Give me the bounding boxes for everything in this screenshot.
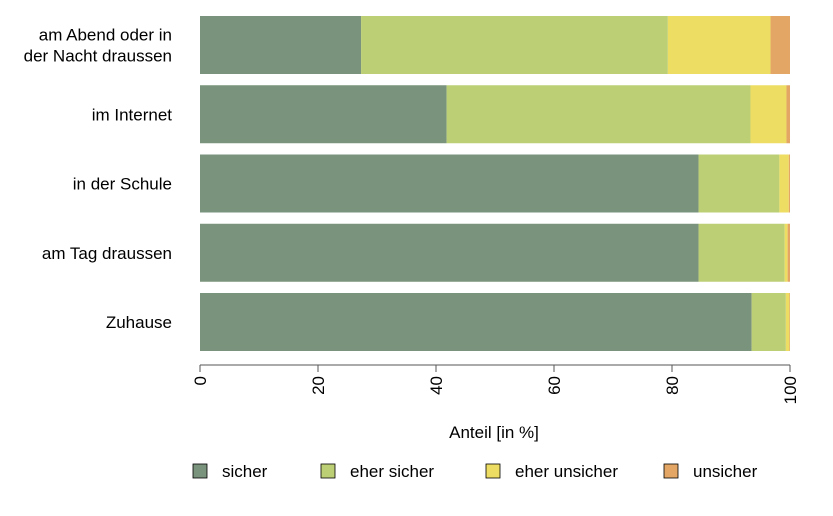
legend-label-eher-sicher: eher sicher — [350, 462, 434, 481]
category-label-3: am Tag draussen — [42, 244, 172, 263]
x-axis: 0 20 40 60 80 100 — [191, 364, 800, 404]
x-tick-label-40: 40 — [427, 376, 446, 395]
legend-label-unsicher: unsicher — [693, 462, 758, 481]
bar-segment-sicher-4 — [200, 293, 752, 351]
bar-segment-eher-unsicher-3 — [784, 223, 788, 282]
legend-swatch-sicher — [192, 463, 208, 479]
bar-segment-eher-sicher-0 — [361, 16, 668, 74]
legend-swatch-eher-sicher — [320, 463, 336, 479]
category-label-2: in der Schule — [73, 175, 172, 194]
legend: sicher eher sicher eher unsicher unsicher — [192, 462, 758, 481]
x-tick-label-60: 60 — [545, 376, 564, 395]
legend-label-eher-unsicher: eher unsicher — [515, 462, 618, 481]
category-label-4: Zuhause — [106, 313, 172, 332]
category-label-0-line-0: am Abend oder in — [39, 26, 172, 45]
bar-segment-eher-unsicher-2 — [779, 154, 789, 213]
x-axis-label: Anteil [in %] — [449, 423, 539, 442]
bar-segment-sicher-2 — [200, 154, 699, 213]
bar-segment-eher-unsicher-0 — [667, 16, 771, 74]
bar-segment-eher-sicher-2 — [698, 154, 780, 213]
bar-segment-eher-sicher-3 — [698, 223, 785, 282]
bars-group — [200, 16, 790, 351]
legend-swatch-unsicher — [663, 463, 679, 479]
bar-segment-sicher-0 — [200, 16, 362, 74]
category-label-1: im Internet — [92, 105, 173, 124]
bar-segment-sicher-3 — [200, 223, 699, 282]
bar-segment-unsicher-4 — [789, 293, 790, 351]
bar-segment-unsicher-3 — [787, 223, 790, 282]
bar-segment-unsicher-0 — [770, 16, 790, 74]
bar-segment-unsicher-1 — [786, 85, 790, 144]
legend-swatch-eher-unsicher — [485, 463, 501, 479]
x-tick-label-0: 0 — [191, 376, 210, 385]
bar-segment-sicher-1 — [200, 85, 447, 144]
legend-label-sicher: sicher — [222, 462, 268, 481]
bar-segment-eher-sicher-1 — [446, 85, 751, 144]
bar-segment-eher-unsicher-1 — [750, 85, 787, 144]
category-labels: am Abend oder in der Nacht draussen im Int… — [24, 26, 173, 333]
bar-segment-eher-unsicher-4 — [785, 293, 790, 351]
x-tick-label-100: 100 — [781, 376, 800, 404]
x-tick-label-80: 80 — [663, 376, 682, 395]
bar-segment-eher-sicher-4 — [751, 293, 786, 351]
category-label-0-line-1: der Nacht draussen — [24, 47, 172, 66]
x-tick-label-20: 20 — [309, 376, 328, 395]
bar-segment-unsicher-2 — [788, 154, 790, 213]
